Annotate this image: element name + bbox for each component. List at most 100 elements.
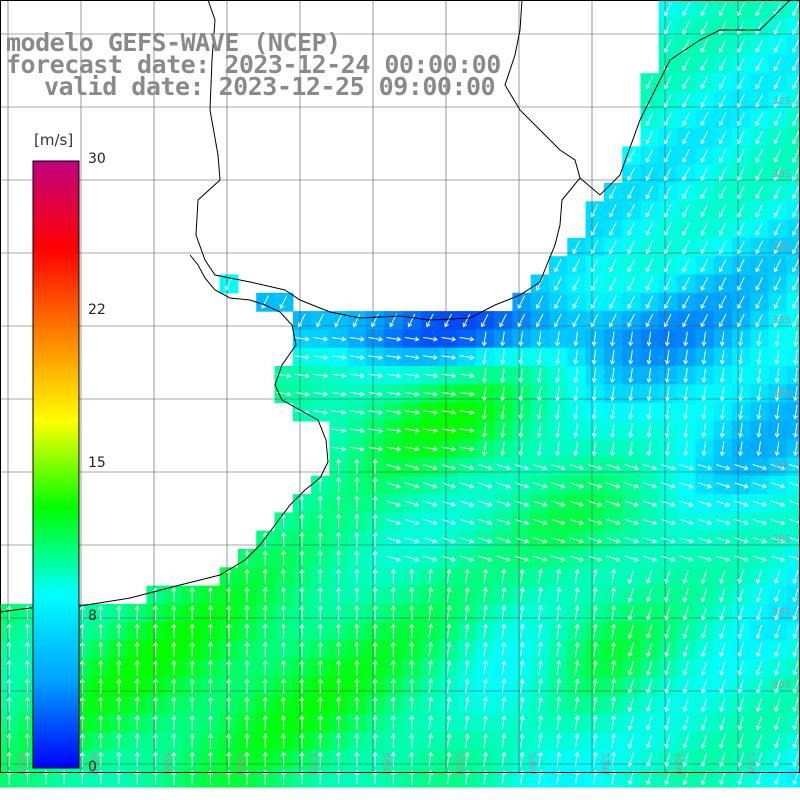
wind-arrow (627, 258, 635, 273)
wind-arrow (464, 605, 470, 621)
wind-arrow (755, 716, 763, 731)
wind-arrow (537, 733, 543, 749)
wind-arrow (480, 313, 489, 328)
wind-arrow (664, 716, 671, 731)
wind-arrow (737, 149, 745, 163)
wind-arrow (718, 130, 727, 145)
wind-cell (786, 347, 800, 367)
wind-arrow (501, 660, 507, 675)
wind-arrow (682, 716, 689, 731)
colorbar-unit-label: [m/s] (34, 131, 74, 149)
wind-arrow (624, 464, 639, 471)
wind-arrow (628, 404, 634, 420)
wind-arrow (661, 555, 676, 562)
wind-arrow (646, 368, 652, 384)
wind-arrow (386, 464, 401, 471)
wind-arrow (556, 751, 562, 767)
wind-arrow (719, 752, 726, 767)
wind-arrow (79, 751, 85, 767)
wind-arrow (646, 697, 653, 713)
wind-arrow (755, 240, 764, 255)
wind-arrow (372, 660, 378, 675)
wind-cell (786, 128, 800, 147)
wind-arrow (261, 295, 269, 310)
wind-arrow (627, 716, 634, 731)
wind-arrow (518, 423, 524, 438)
wind-arrow (428, 696, 434, 712)
wind-arrow (518, 441, 524, 457)
wind-arrow (244, 714, 250, 730)
wind-arrow (646, 752, 653, 767)
wind-arrow (441, 555, 456, 562)
wind-arrow (700, 222, 709, 236)
wind-arrow (551, 555, 566, 562)
wind-arrow (428, 751, 434, 767)
wind-arrow (555, 368, 561, 384)
wind-arrow (609, 222, 617, 236)
wind-arrow (262, 696, 268, 712)
wind-arrow (313, 409, 329, 415)
wind-arrow (441, 464, 456, 471)
wind-arrow (554, 258, 562, 273)
wind-arrow (773, 185, 782, 200)
wind-arrow (609, 441, 615, 457)
wind-arrow (697, 537, 713, 544)
wind-arrow (554, 295, 562, 310)
wind-arrow (682, 697, 689, 713)
wind-arrow (701, 386, 707, 402)
wind-arrow (592, 641, 598, 657)
wind-arrow (354, 513, 360, 529)
coastline (0, 0, 791, 613)
wind-arrow (792, 606, 799, 621)
wind-arrow (718, 313, 727, 328)
wind-cell (786, 201, 800, 221)
wind-arrow (737, 606, 744, 621)
title-forecast-date: forecast date: 2023-12-24 00:00:00 (6, 50, 501, 79)
wind-arrow (756, 386, 762, 402)
wind-arrow (738, 441, 744, 457)
wind-arrow (574, 660, 580, 675)
wind-arrow (368, 354, 384, 360)
wind-arrow (664, 734, 671, 749)
colorbar (32, 160, 80, 769)
wind-arrow (551, 464, 566, 471)
wind-arrow (700, 112, 709, 127)
wind-arrow (755, 734, 763, 749)
wind-arrow (774, 734, 781, 749)
wind-arrow (171, 733, 177, 749)
wind-arrow (299, 641, 305, 657)
wind-arrow (700, 185, 709, 200)
wind-arrow (79, 641, 85, 657)
wind-arrow (609, 386, 615, 402)
wind-arrow (464, 751, 470, 767)
wind-arrow (719, 423, 725, 438)
wind-arrow (645, 130, 654, 145)
wind-arrow (774, 642, 781, 658)
wind-arrow (262, 714, 268, 730)
wind-arrow (428, 714, 434, 730)
wind-arrow (716, 482, 731, 489)
wind-arrow (664, 386, 670, 402)
wind-arrow (551, 518, 566, 526)
wind-arrow (481, 404, 487, 420)
wind-arrow (646, 606, 653, 621)
grid-labels: 61W 60W 59W 58W 57W 56W 55W 54W 53W 52W 51W 32S 33S 3… (15, 96, 791, 775)
wind-arrow (755, 203, 764, 218)
wind-arrow (573, 441, 579, 457)
wind-arrow (792, 349, 798, 365)
wind-arrow (716, 555, 731, 562)
wind-arrow (755, 94, 764, 108)
wind-arrow (152, 678, 159, 694)
wind-arrow (446, 751, 452, 767)
wind-arrow (501, 696, 507, 712)
wind-arrow (611, 751, 617, 767)
wind-arrow (627, 185, 635, 200)
wind-arrow (371, 313, 379, 328)
wind-arrow (697, 464, 713, 471)
wind-arrow (664, 404, 670, 420)
wind-arrow (611, 641, 617, 657)
wind-arrow (496, 464, 511, 471)
wind-arrow (519, 605, 525, 621)
wind-arrow (386, 518, 401, 526)
wind-arrow (335, 568, 342, 584)
